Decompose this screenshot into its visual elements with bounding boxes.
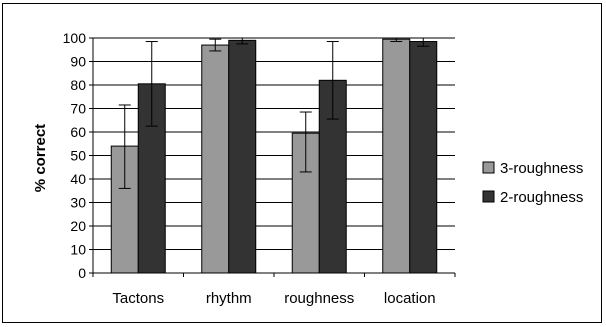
error-bars — [118, 37, 430, 189]
y-tick-label: 90 — [70, 54, 86, 70]
axes — [89, 37, 456, 277]
legend-swatch-2-roughness — [482, 190, 495, 203]
x-tick-labels: Tactons rhythm roughness location — [112, 290, 435, 307]
y-tick-label: 70 — [70, 101, 86, 117]
y-tick-label: 30 — [70, 195, 86, 211]
y-tick-label: 40 — [70, 171, 86, 187]
y-tick-label: 100 — [63, 30, 87, 46]
x-tick-label: Tactons — [112, 290, 164, 307]
bar-3-roughness-rhythm — [201, 44, 230, 274]
legend: 3-roughness 2-roughness — [482, 160, 583, 206]
legend-label: 2-roughness — [500, 189, 583, 206]
bar-2-roughness-rhythm — [228, 39, 257, 274]
y-tick-label: 10 — [70, 242, 86, 258]
y-axis-label: % correct — [32, 124, 49, 192]
y-tick-label: 50 — [70, 148, 86, 164]
y-tick-label: 0 — [78, 265, 86, 281]
legend-swatch-3-roughness — [482, 161, 495, 174]
y-tick-label: 20 — [70, 218, 86, 234]
y-tick-label: 60 — [70, 124, 86, 140]
bars — [110, 38, 438, 274]
bar-3-roughness-location — [382, 38, 411, 274]
y-tick-label: 80 — [70, 77, 86, 93]
legend-label: 3-roughness — [500, 160, 583, 177]
y-tick-labels: 0 10 20 30 40 50 60 70 80 90 100 — [63, 30, 87, 281]
x-tick-label: location — [384, 290, 436, 307]
x-tick-label: rhythm — [206, 290, 252, 307]
x-tick-label: roughness — [284, 290, 354, 307]
bar-2-roughness-location — [409, 41, 438, 274]
